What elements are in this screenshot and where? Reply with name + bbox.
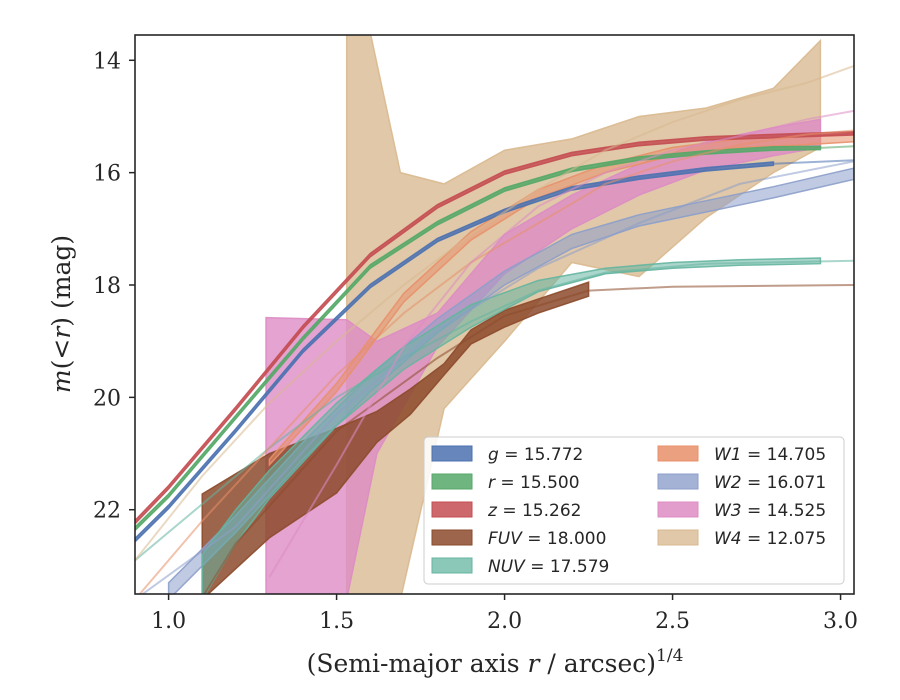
legend-swatch-g xyxy=(431,445,473,462)
legend-swatch-FUV xyxy=(431,529,473,546)
plot-frame xyxy=(134,34,855,595)
legend-label-r: r = 15.500 xyxy=(488,473,580,493)
legend-swatch-W4 xyxy=(657,529,699,546)
legend-label-W4: W4 = 12.075 xyxy=(714,529,826,549)
model-line-g xyxy=(773,159,854,165)
y-tick-label: 22 xyxy=(93,499,121,524)
model-line-W4 xyxy=(135,64,854,561)
legend-frame xyxy=(423,436,845,585)
y-tick-label: 16 xyxy=(93,162,121,187)
model-line-W3 xyxy=(268,109,854,578)
x-tick-label: 3.0 xyxy=(823,609,858,634)
legend-swatch-z xyxy=(431,501,473,518)
x-tick-label: 2.0 xyxy=(487,609,522,634)
legend-label-W2: W2 = 16.071 xyxy=(714,473,826,493)
lines-layer xyxy=(135,64,854,594)
legend-swatch-NUV xyxy=(431,557,473,574)
legend-label-g: g = 15.772 xyxy=(488,445,583,465)
legend: g = 15.772 r = 15.500 z = 15.262 FUV = 18.0… xyxy=(423,436,845,585)
model-line-NUV xyxy=(135,259,854,562)
x-axis: 1.0 1.5 2.0 2.5 3.0 xyxy=(151,594,858,634)
model-line-W1 xyxy=(138,129,854,594)
band-r xyxy=(135,145,822,532)
legend-swatch-W3 xyxy=(657,501,699,518)
x-tick-label: 2.5 xyxy=(655,609,690,634)
legend-swatch-r xyxy=(431,473,473,490)
model-line-r xyxy=(820,145,854,149)
legend-swatch-W2 xyxy=(657,473,699,490)
x-tick-label: 1.0 xyxy=(151,609,186,634)
legend-label-W3: W3 = 14.525 xyxy=(714,501,826,521)
x-axis-label: (Semi-major axis r / arcsec)1/4 xyxy=(307,646,684,678)
model-line-FUV xyxy=(203,284,854,594)
y-tick-label: 18 xyxy=(93,274,121,299)
y-tick-label: 20 xyxy=(93,386,121,411)
band-z xyxy=(135,130,854,525)
x-tick-label: 1.5 xyxy=(319,609,354,634)
y-axis-label: m(<r) (mag) xyxy=(47,235,76,393)
legend-label-z: z = 15.262 xyxy=(487,501,581,521)
band-FUV xyxy=(201,281,590,594)
y-axis: 14 16 18 20 22 xyxy=(93,49,135,524)
legend-label-W1: W1 = 14.705 xyxy=(714,445,826,465)
y-tick-label: 14 xyxy=(93,49,121,74)
model-line-W2 xyxy=(141,160,854,594)
legend-label-FUV: FUV = 18.000 xyxy=(488,529,606,549)
band-g xyxy=(135,161,775,543)
legend-swatch-W1 xyxy=(657,445,699,462)
legend-label-NUV: NUV = 17.579 xyxy=(488,557,609,577)
